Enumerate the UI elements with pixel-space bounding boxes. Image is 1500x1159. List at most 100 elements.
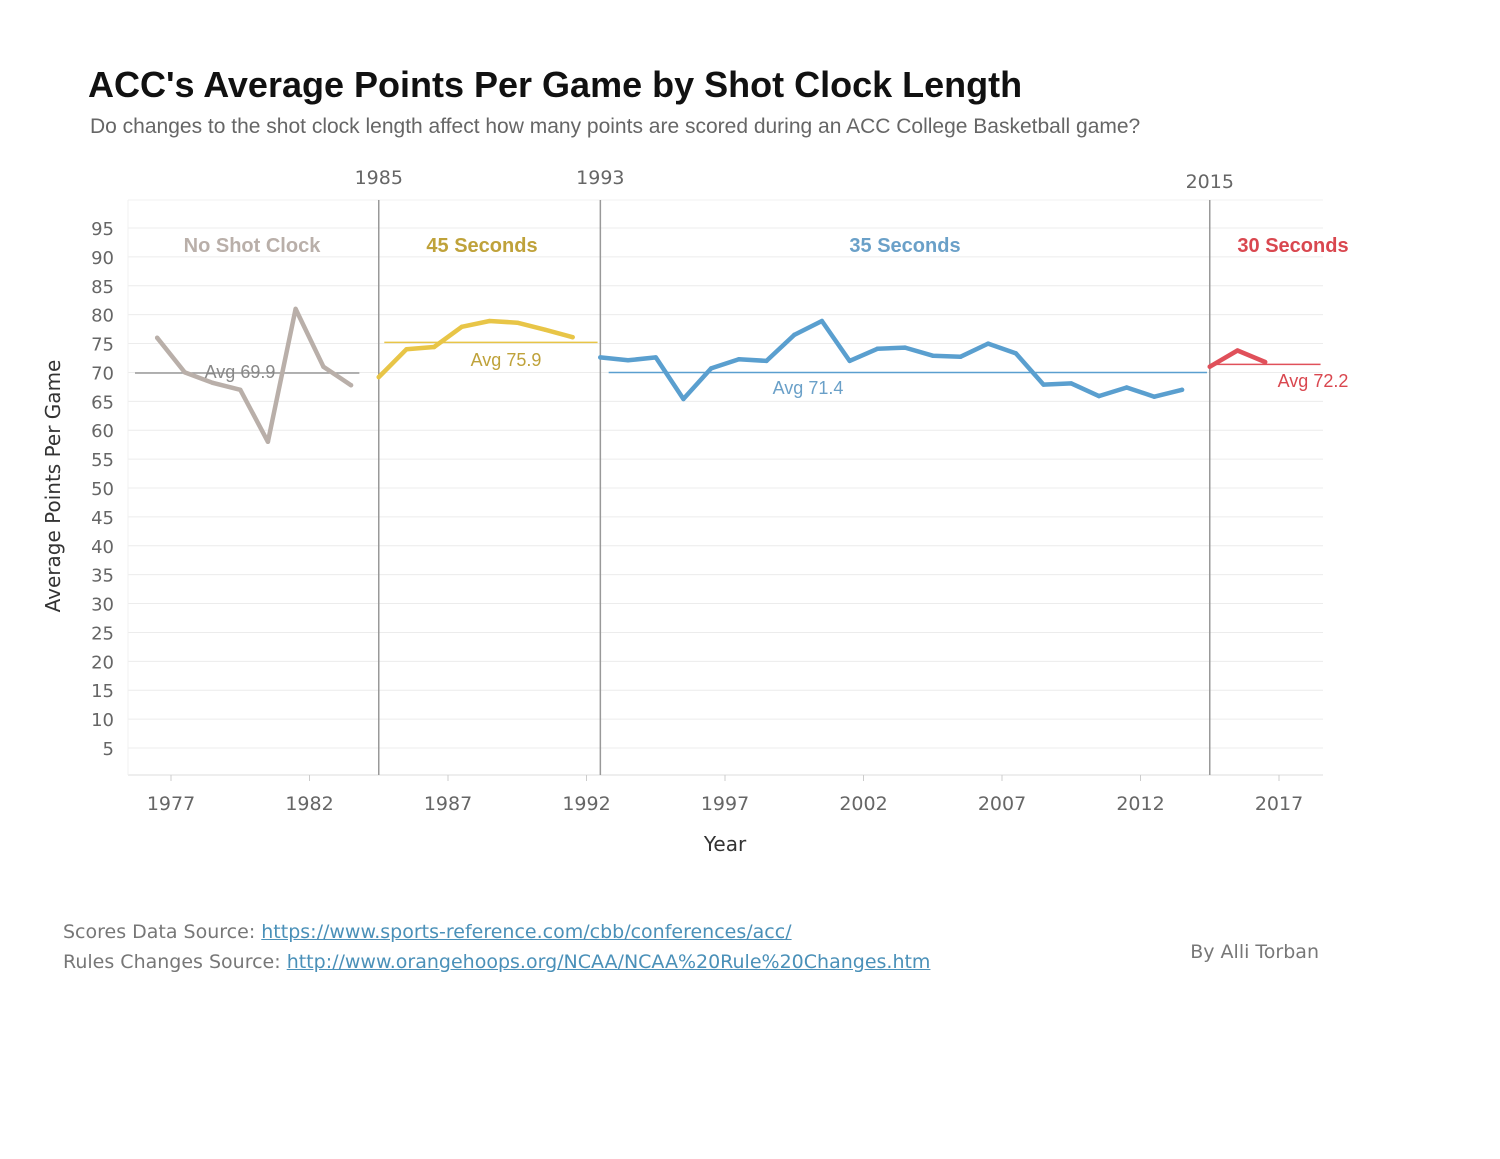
y-tick-label: 70 (91, 363, 114, 384)
series-line (154, 306, 354, 445)
data-point (542, 327, 548, 332)
byline: By Alli Torban (1190, 941, 1319, 963)
average-label: Avg 75.9 (471, 350, 542, 370)
rule-change-year-label: 1993 (576, 167, 624, 189)
data-point (348, 382, 354, 388)
data-point (708, 366, 714, 371)
data-point (404, 347, 409, 352)
y-tick-label: 40 (91, 537, 114, 558)
y-tick-label: 5 (103, 739, 114, 760)
data-point (1069, 381, 1074, 386)
y-tick-label: 90 (91, 248, 114, 269)
data-point (1152, 394, 1157, 399)
data-point (487, 318, 492, 324)
data-point (958, 354, 963, 360)
y-tick-label: 15 (91, 681, 114, 702)
x-tick-label: 1987 (424, 793, 472, 815)
data-point (1124, 385, 1129, 390)
y-tick-label: 60 (91, 421, 114, 442)
rules-source-label: Rules Changes Source: (63, 951, 287, 973)
era-label: No Shot Clock (184, 235, 322, 257)
grid-layer (127, 199, 1323, 776)
data-point (1207, 364, 1212, 369)
data-point (376, 374, 381, 380)
data-point (930, 353, 935, 358)
x-tick-label: 1982 (285, 793, 333, 815)
y-tick-label: 30 (91, 595, 114, 616)
data-point (154, 335, 160, 340)
series-lines (154, 306, 1268, 445)
data-point (1262, 359, 1268, 365)
scores-source-link[interactable]: https://www.sports-reference.com/cbb/con… (261, 921, 792, 943)
x-tick-label: 2012 (1116, 793, 1164, 815)
data-point (1013, 351, 1019, 356)
scores-source-line: Scores Data Source: https://www.sports-r… (63, 921, 792, 943)
data-point (1235, 348, 1240, 353)
data-point (1096, 393, 1102, 399)
data-point (1041, 382, 1046, 387)
data-point (847, 358, 852, 364)
data-point (570, 334, 575, 340)
series-line (376, 318, 575, 380)
data-point (293, 306, 298, 312)
series-line (598, 318, 1185, 402)
y-tick-label: 65 (91, 392, 114, 413)
data-point (736, 356, 742, 362)
data-point (985, 341, 991, 346)
x-tick-label: 1992 (562, 793, 610, 815)
chart-title: ACC's Average Points Per Game by Shot Cl… (88, 64, 1023, 105)
x-axis-title: Year (703, 832, 747, 856)
y-tick-label: 50 (91, 479, 114, 500)
data-point (210, 380, 215, 386)
chart-labels: Avg 69.9 No Shot Clock Avg 75.9 45 Seconds A… (184, 235, 1349, 398)
y-tick-label: 75 (91, 335, 114, 356)
era-label: 30 Seconds (1237, 235, 1348, 257)
data-point (681, 396, 686, 402)
y-tick-label: 25 (91, 623, 114, 644)
y-tick-label: 20 (91, 652, 114, 673)
rules-source-line: Rules Changes Source: http://www.orangeh… (63, 951, 930, 973)
y-tick-label: 80 (91, 306, 114, 327)
era-label: 35 Seconds (849, 235, 960, 257)
y-tick-label: 95 (91, 219, 114, 240)
y-tick-label: 45 (91, 508, 114, 529)
y-tick-label: 85 (91, 277, 114, 298)
line-chart: 5 10 15 20 25 30 35 40 45 50 55 60 65 70 75 80 85 90 95 197… (41, 167, 1349, 856)
data-point (321, 364, 326, 369)
x-tick-label: 2007 (978, 793, 1026, 815)
x-tick-label: 1977 (147, 793, 195, 815)
rule-change-year-label: 2015 (1186, 171, 1234, 193)
era-label: 45 Seconds (426, 235, 537, 257)
data-point (238, 387, 243, 392)
rule-change-year-label: 1985 (355, 167, 403, 189)
data-point (431, 344, 437, 350)
data-point (819, 318, 825, 324)
data-point (1179, 387, 1185, 392)
x-tick-label: 1997 (701, 793, 749, 815)
data-point (182, 370, 188, 375)
average-label: Avg 71.4 (773, 378, 844, 398)
x-tick-label: 2017 (1255, 793, 1303, 815)
data-point (764, 358, 769, 364)
data-point (875, 346, 880, 351)
data-point (625, 358, 631, 363)
axis-layer: 5 10 15 20 25 30 35 40 45 50 55 60 65 70 75 80 85 90 95 197… (41, 167, 1303, 856)
scores-source-label: Scores Data Source: (63, 921, 262, 943)
y-axis-title: Average Points Per Game (41, 360, 65, 613)
data-point (653, 355, 658, 360)
rules-source-link[interactable]: http://www.orangehoops.org/NCAA/NCAA%20R… (286, 951, 931, 973)
y-tick-label: 35 (91, 566, 114, 587)
chart-subtitle: Do changes to the shot clock length affe… (90, 115, 1141, 138)
data-point (459, 324, 465, 329)
average-label: Avg 72.2 (1278, 371, 1349, 391)
average-label: Avg 69.9 (205, 362, 276, 382)
y-tick-label: 10 (91, 710, 114, 731)
data-point (792, 332, 797, 338)
data-point (598, 355, 603, 360)
x-tick-label: 2002 (839, 793, 887, 815)
data-point (902, 345, 908, 350)
data-point (265, 439, 271, 444)
y-tick-label: 55 (91, 450, 114, 471)
data-point (515, 320, 520, 325)
